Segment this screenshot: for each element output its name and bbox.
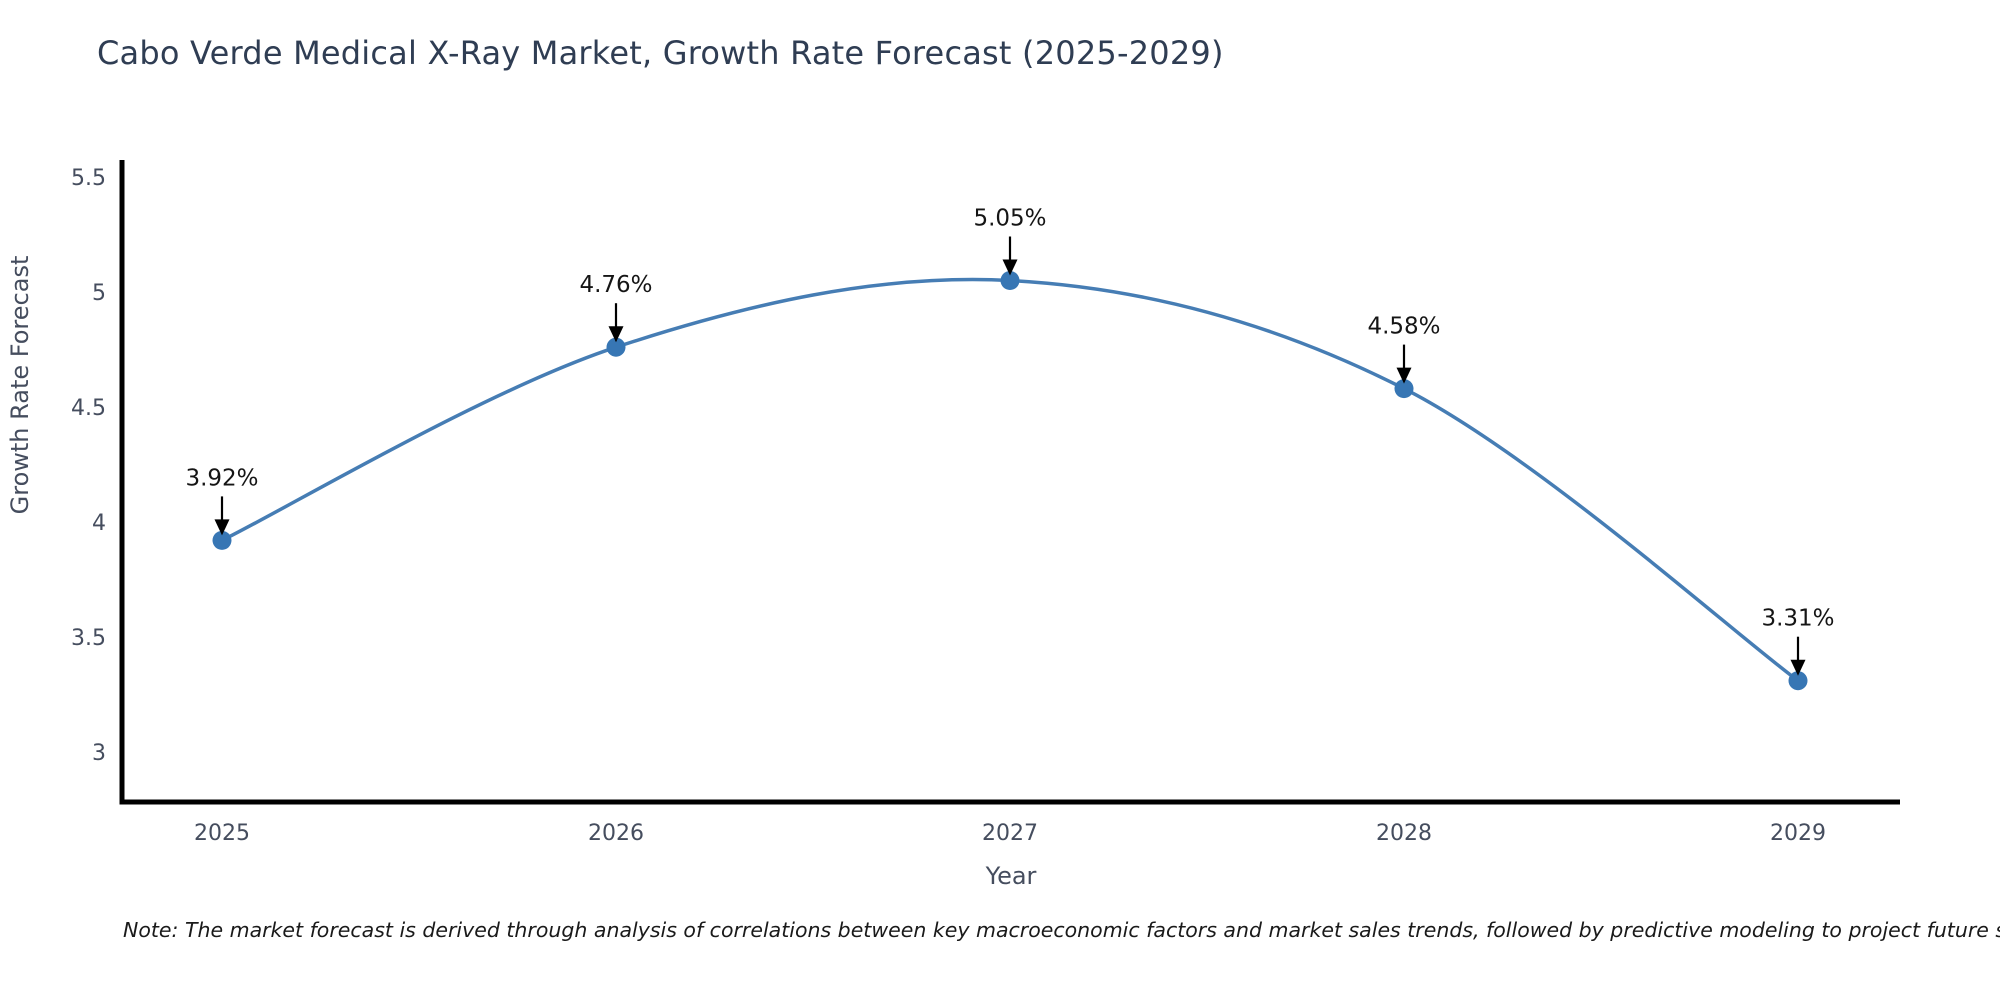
x-axis-title: Year bbox=[985, 862, 1037, 890]
x-tick-label: 2029 bbox=[1770, 821, 1826, 846]
point-value-label: 5.05% bbox=[973, 206, 1046, 232]
x-tick-label: 2027 bbox=[982, 821, 1038, 846]
data-point-marker bbox=[1000, 271, 1020, 290]
annotation-arrowhead-icon bbox=[608, 326, 624, 343]
data-point-marker bbox=[606, 337, 626, 357]
annotation-arrowhead-icon bbox=[1396, 367, 1412, 384]
x-tick-label: 2028 bbox=[1376, 821, 1432, 846]
point-value-label: 4.76% bbox=[579, 272, 652, 298]
y-tick-label: 4 bbox=[92, 511, 106, 536]
data-point-marker bbox=[212, 530, 232, 550]
annotation-arrowhead-icon bbox=[1002, 259, 1018, 276]
annotation-arrowhead-icon bbox=[214, 519, 230, 536]
annotation-arrowhead-icon bbox=[1790, 659, 1806, 676]
y-tick-label: 4.5 bbox=[71, 396, 106, 421]
point-value-label: 3.31% bbox=[1761, 606, 1834, 632]
y-tick-label: 3 bbox=[92, 741, 106, 766]
data-point-marker bbox=[1788, 671, 1808, 691]
point-value-label: 4.58% bbox=[1367, 314, 1440, 340]
line-series bbox=[220, 277, 1800, 683]
point-value-label: 3.92% bbox=[185, 465, 258, 491]
y-tick-label: 5 bbox=[92, 281, 106, 306]
y-tick-label: 5.5 bbox=[71, 166, 106, 191]
chart-note: Note: The market forecast is derived thr… bbox=[123, 918, 2000, 942]
y-tick-label: 3.5 bbox=[71, 626, 106, 651]
y-axis-title: Growth Rate Forecast bbox=[6, 256, 34, 515]
x-tick-label: 2026 bbox=[588, 821, 644, 846]
data-point-marker bbox=[1394, 379, 1414, 399]
chart-title: Cabo Verde Medical X-Ray Market, Growth … bbox=[97, 34, 1224, 72]
x-tick-label: 2025 bbox=[194, 821, 250, 846]
